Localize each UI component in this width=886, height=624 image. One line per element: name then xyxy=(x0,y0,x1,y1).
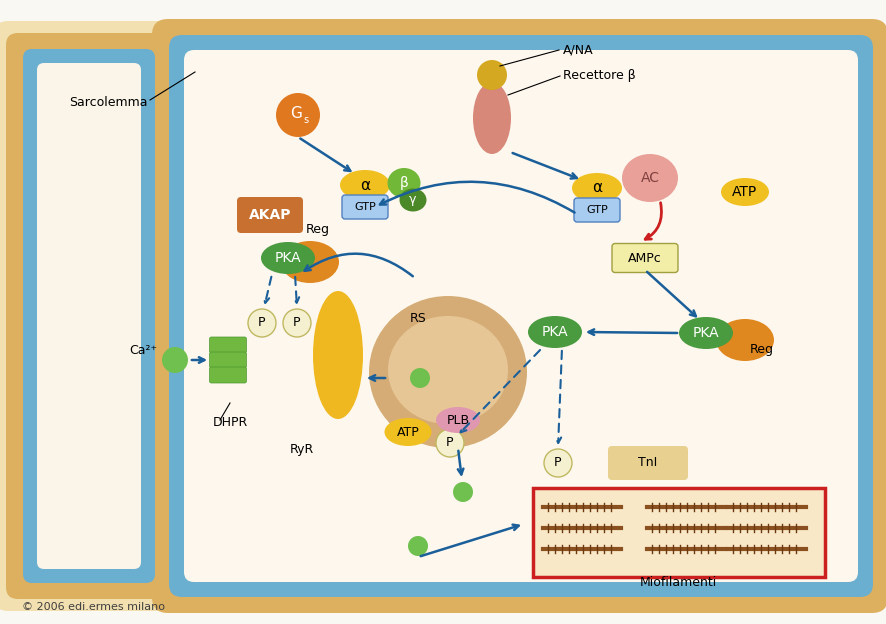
Text: P: P xyxy=(258,316,266,329)
Text: Sarcolemma: Sarcolemma xyxy=(69,95,148,109)
FancyBboxPatch shape xyxy=(574,198,620,222)
Ellipse shape xyxy=(400,188,426,212)
Text: P: P xyxy=(293,316,300,329)
FancyBboxPatch shape xyxy=(612,243,678,273)
FancyBboxPatch shape xyxy=(533,488,825,577)
FancyBboxPatch shape xyxy=(608,446,688,480)
Text: s: s xyxy=(303,115,308,125)
FancyBboxPatch shape xyxy=(37,63,141,569)
FancyBboxPatch shape xyxy=(342,195,388,219)
Text: A/NA: A/NA xyxy=(563,44,594,57)
Text: GTP: GTP xyxy=(587,205,608,215)
Circle shape xyxy=(477,60,507,90)
FancyBboxPatch shape xyxy=(0,21,184,611)
Text: PKA: PKA xyxy=(541,325,568,339)
Ellipse shape xyxy=(679,317,733,349)
Text: Reg: Reg xyxy=(306,223,330,236)
Ellipse shape xyxy=(721,178,769,206)
Ellipse shape xyxy=(281,241,339,283)
Text: γ: γ xyxy=(409,193,416,207)
FancyBboxPatch shape xyxy=(209,352,246,368)
Text: P: P xyxy=(555,457,562,469)
Text: β: β xyxy=(400,176,408,190)
Text: PLB: PLB xyxy=(447,414,470,426)
Text: ATP: ATP xyxy=(397,426,419,439)
Text: AC: AC xyxy=(641,171,659,185)
Ellipse shape xyxy=(369,296,527,448)
FancyBboxPatch shape xyxy=(169,35,873,597)
Ellipse shape xyxy=(436,407,480,433)
Ellipse shape xyxy=(716,319,774,361)
Circle shape xyxy=(544,449,572,477)
Text: GTP: GTP xyxy=(354,202,376,212)
Text: PKA: PKA xyxy=(693,326,719,340)
Text: α: α xyxy=(360,177,370,192)
FancyBboxPatch shape xyxy=(184,50,858,582)
Circle shape xyxy=(436,429,464,457)
Circle shape xyxy=(283,309,311,337)
Text: AKAP: AKAP xyxy=(249,208,291,222)
Text: PKA: PKA xyxy=(275,251,301,265)
Ellipse shape xyxy=(340,170,390,200)
Ellipse shape xyxy=(572,173,622,203)
Ellipse shape xyxy=(261,242,315,274)
Text: Ca²⁺: Ca²⁺ xyxy=(128,343,157,356)
Text: RyR: RyR xyxy=(290,444,314,457)
Circle shape xyxy=(453,482,473,502)
FancyBboxPatch shape xyxy=(237,197,303,233)
Text: G: G xyxy=(290,105,302,120)
Text: Recettore β: Recettore β xyxy=(563,69,636,82)
Circle shape xyxy=(408,536,428,556)
Ellipse shape xyxy=(313,291,363,419)
Text: ATP: ATP xyxy=(733,185,758,199)
FancyBboxPatch shape xyxy=(209,367,246,383)
Text: Reg: Reg xyxy=(750,343,774,356)
Circle shape xyxy=(248,309,276,337)
Ellipse shape xyxy=(388,316,508,424)
Text: © 2006 edi.ermes milano: © 2006 edi.ermes milano xyxy=(22,602,165,612)
Text: RS: RS xyxy=(409,311,426,324)
Ellipse shape xyxy=(385,418,431,446)
FancyBboxPatch shape xyxy=(209,337,246,353)
Ellipse shape xyxy=(622,154,678,202)
FancyBboxPatch shape xyxy=(23,49,155,583)
Text: TnI: TnI xyxy=(639,457,657,469)
Circle shape xyxy=(410,368,430,388)
Text: DHPR: DHPR xyxy=(213,416,248,429)
Text: AMPc: AMPc xyxy=(628,251,662,265)
Ellipse shape xyxy=(473,82,511,154)
Circle shape xyxy=(276,93,320,137)
Text: Miofilamenti: Miofilamenti xyxy=(640,577,717,590)
Ellipse shape xyxy=(387,168,421,198)
Text: P: P xyxy=(447,437,454,449)
Ellipse shape xyxy=(528,316,582,348)
Circle shape xyxy=(162,347,188,373)
Text: α: α xyxy=(592,180,602,195)
FancyBboxPatch shape xyxy=(6,33,172,599)
FancyBboxPatch shape xyxy=(152,19,886,613)
